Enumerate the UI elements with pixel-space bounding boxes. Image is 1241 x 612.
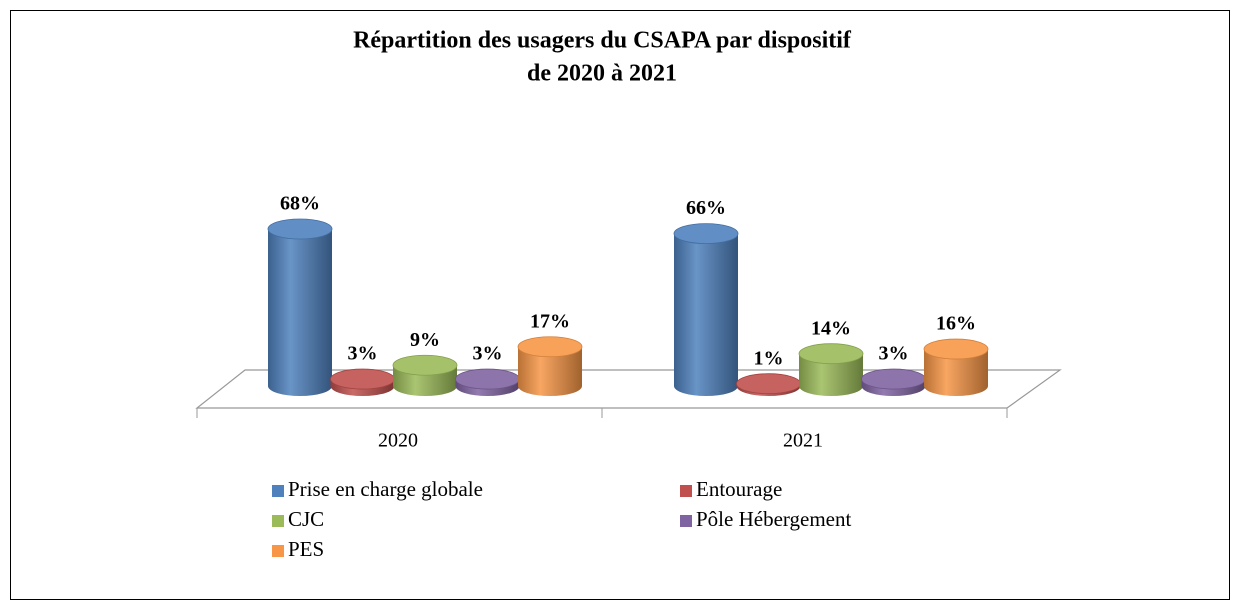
data-label: 68% [280, 193, 320, 215]
bar-top [455, 368, 520, 390]
bar-top [798, 343, 864, 365]
legend-swatch [272, 515, 284, 527]
bar-top [923, 338, 989, 360]
legend-swatch [272, 485, 284, 497]
chart-border [10, 10, 1230, 600]
data-label: 16% [936, 313, 976, 335]
legend-label: Entourage [696, 477, 782, 501]
legend-label: PES [288, 537, 324, 561]
legend-swatch [680, 515, 692, 527]
legend-label: Prise en charge globale [288, 477, 483, 501]
x-tick-label: 2020 [378, 430, 418, 452]
data-label: 14% [811, 317, 851, 339]
legend-swatch [680, 485, 692, 497]
x-tick-label: 2021 [783, 430, 823, 452]
bar-top [517, 336, 583, 358]
bar [799, 353, 863, 396]
legend-swatch [272, 545, 284, 557]
data-label: 66% [686, 197, 726, 219]
bar [268, 229, 332, 396]
bar [518, 346, 582, 396]
bar-top [330, 368, 395, 390]
bar [924, 349, 988, 396]
bar-top [736, 373, 801, 395]
bar [674, 233, 738, 396]
data-label: 17% [530, 310, 570, 332]
bar-top [267, 218, 333, 240]
legend-label: Pôle Hébergement [696, 507, 851, 531]
bar-top [392, 354, 458, 376]
data-label: 3% [879, 343, 909, 365]
data-label: 1% [754, 347, 784, 369]
bar-top [861, 368, 926, 390]
data-label: 3% [473, 343, 503, 365]
chart-title: Répartition des usagers du CSAPA par dis… [353, 28, 852, 54]
chart-subtitle: de 2020 à 2021 [527, 61, 677, 87]
data-label: 3% [348, 343, 378, 365]
data-label: 9% [410, 329, 440, 351]
legend-label: CJC [288, 507, 324, 531]
bar-top [673, 223, 739, 245]
